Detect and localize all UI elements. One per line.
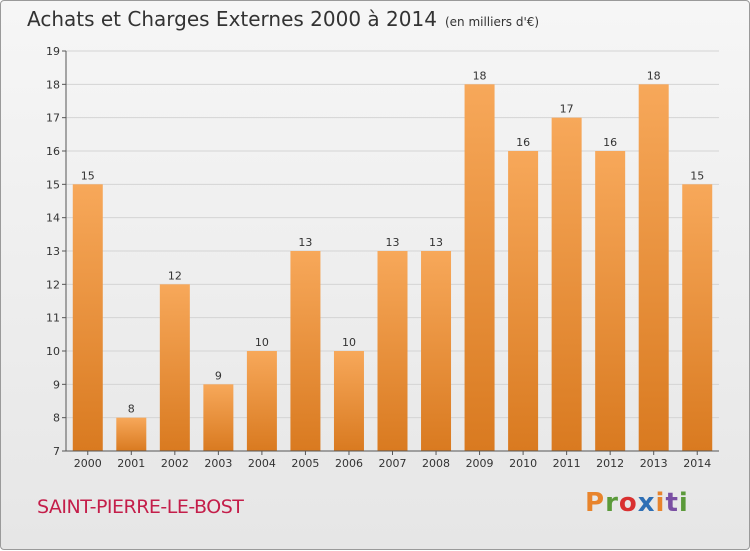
data-label-2008: 13 [429,236,443,249]
data-label-2004: 10 [255,336,269,349]
x-tick-label: 2003 [204,457,232,470]
commune-name: SAINT-PIERRE-LE-BOST [37,496,244,518]
bar-2000 [72,184,103,452]
x-tick-label: 2008 [422,457,450,470]
y-tick-label: 13 [46,245,60,258]
data-label-2002: 12 [168,269,182,282]
brand-letter: r [605,488,619,518]
x-tick-label: 2004 [248,457,276,470]
brand-letter: P [585,488,606,518]
y-tick-label: 7 [53,445,60,458]
data-label-2014: 15 [690,169,704,182]
bar-2008 [421,251,452,451]
brand-letter: x [637,488,656,518]
y-tick-label: 11 [46,312,60,325]
bar-2001 [116,417,147,451]
brand-letter: o [618,488,638,518]
labels: 7 8 9 10 11 12 13 14 15 16 17 18 19 2000 15 2001 8 2002 12… [46,45,711,470]
x-tick-label: 2001 [117,457,145,470]
data-label-2009: 18 [473,69,487,82]
y-tick-label: 16 [46,145,60,158]
x-tick-label: 2006 [335,457,363,470]
bar-2005 [290,251,321,451]
chart-title: Achats et Charges Externes 2000 à 2014 (e… [27,7,539,31]
brand-letter: i [655,488,666,518]
bar-2006 [333,351,364,451]
data-label-2005: 13 [298,236,312,249]
x-tick-label: 2012 [596,457,624,470]
bars [72,84,713,452]
x-tick-label: 2005 [291,457,319,470]
x-tick-label: 2011 [553,457,581,470]
data-label-2006: 10 [342,336,356,349]
y-tick-label: 10 [46,345,60,358]
data-label-2013: 18 [647,69,661,82]
data-label-2001: 8 [128,403,135,416]
bar-2007 [377,251,408,451]
x-tick-label: 2013 [640,457,668,470]
x-tick-label: 2009 [466,457,494,470]
data-label-2010: 16 [516,136,530,149]
y-tick-label: 17 [46,112,60,125]
data-label-2000: 15 [81,169,95,182]
x-tick-label: 2002 [161,457,189,470]
data-label-2003: 9 [215,369,222,382]
data-label-2007: 13 [386,236,400,249]
bar-2002 [159,284,190,451]
brand-letter: i [678,488,689,518]
axes [62,50,719,455]
brand-letter: t [665,488,679,518]
y-tick-label: 19 [46,45,60,58]
bar-2010 [508,151,539,451]
chart-unit: (en milliers d'€) [444,15,540,29]
y-tick-label: 14 [46,212,60,225]
x-tick-label: 2010 [509,457,537,470]
y-tick-label: 9 [53,378,60,391]
x-tick-label: 2000 [74,457,102,470]
x-tick-label: 2014 [683,457,711,470]
bar-2012 [595,151,626,451]
y-tick-label: 12 [46,278,60,291]
data-label-2012: 16 [603,136,617,149]
bar-2011 [551,117,582,452]
bar-2009 [464,84,495,451]
y-tick-label: 15 [46,178,60,191]
y-tick-label: 8 [53,412,60,425]
bar-2013 [638,84,669,451]
bar-2003 [203,384,234,451]
data-label-2011: 17 [560,103,574,116]
chart-title-text: Achats et Charges Externes 2000 à 2014 [27,7,437,31]
brand-logo: Proxiti [585,488,689,518]
bar-2004 [246,351,277,451]
bar-2014 [682,184,713,452]
y-tick-label: 18 [46,78,60,91]
x-tick-label: 2007 [379,457,407,470]
